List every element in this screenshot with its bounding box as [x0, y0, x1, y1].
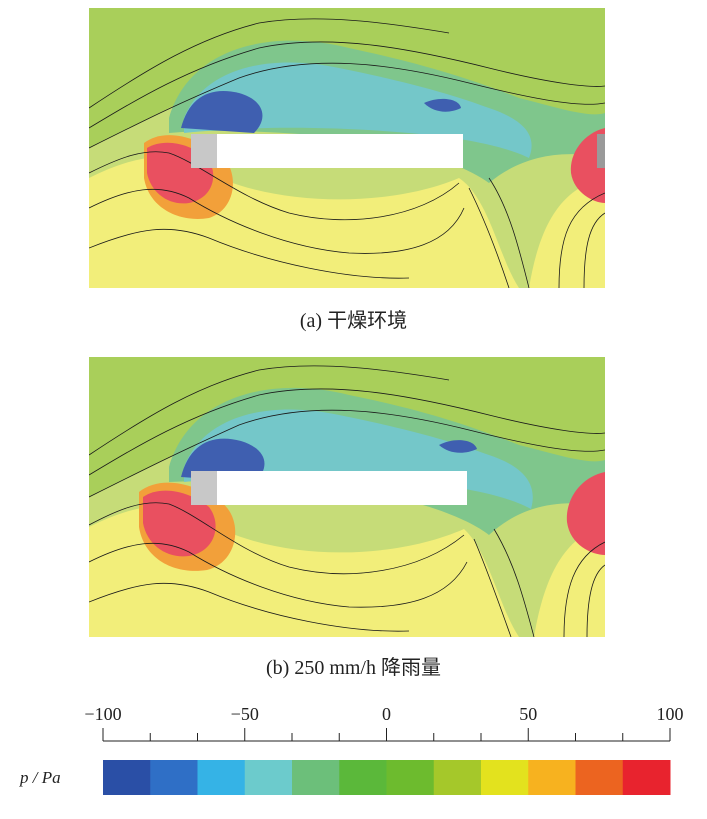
colorbar-swatch — [528, 760, 576, 795]
colorbar-swatch — [481, 760, 529, 795]
colorbar-swatch — [433, 760, 482, 795]
contour-plot-dry — [89, 8, 605, 288]
pressure-colorbar: −100 −50 0 50 100 p / Pa — [19, 704, 684, 795]
stagnation-region-left — [143, 490, 216, 557]
lower-field-region-right — [529, 178, 605, 288]
bridge-deck-trailing-body — [597, 134, 605, 168]
bridge-deck-leading-edge — [191, 471, 217, 505]
colorbar-tick-label: 100 — [657, 704, 684, 724]
colorbar-tick-labels: −100 −50 0 50 100 — [84, 704, 683, 724]
pressure-contour-dry — [89, 8, 605, 288]
upper-field-region — [89, 8, 605, 148]
colorbar-tick-label: 50 — [519, 704, 537, 724]
colorbar-swatch — [292, 760, 340, 795]
bridge-deck-body — [191, 134, 463, 168]
colorbar-tick-label: −50 — [231, 704, 259, 724]
bridge-deck-body — [191, 471, 467, 505]
colorbar-tick-label: −100 — [84, 704, 121, 724]
colorbar-swatch — [575, 760, 624, 795]
colorbar-tick-marks — [102, 728, 671, 741]
suction-region-wake — [424, 98, 461, 112]
colorbar-swatch — [150, 760, 198, 795]
isobar-lines — [89, 18, 605, 288]
colorbar-swatch — [386, 760, 435, 795]
suction-region-front — [181, 91, 263, 133]
colorbar-tick-label: 0 — [382, 704, 391, 724]
stagnation-region-right — [566, 472, 605, 555]
bridge-deck-leading-edge — [191, 134, 217, 168]
upper-field-region — [89, 357, 605, 497]
lower-field-region-right — [534, 525, 605, 637]
isobar-lines — [89, 365, 605, 637]
caption-rain: (b) 250 mm/h 降雨量 — [266, 657, 441, 679]
colorbar-swatch — [622, 760, 671, 795]
pressure-contour-rain — [89, 357, 605, 637]
colorbar-swatch — [197, 760, 246, 795]
colorbar-swatches — [103, 760, 671, 795]
colorbar-swatch — [103, 760, 151, 795]
colorbar-swatch — [339, 760, 387, 795]
suction-region-wake — [439, 440, 477, 453]
contour-plot-rain — [89, 357, 605, 637]
colorbar-swatch — [244, 760, 293, 795]
colorbar-label: p / Pa — [19, 768, 61, 787]
stagnation-region-right — [570, 128, 605, 203]
caption-dry: (a) 干燥环境 — [299, 310, 408, 332]
